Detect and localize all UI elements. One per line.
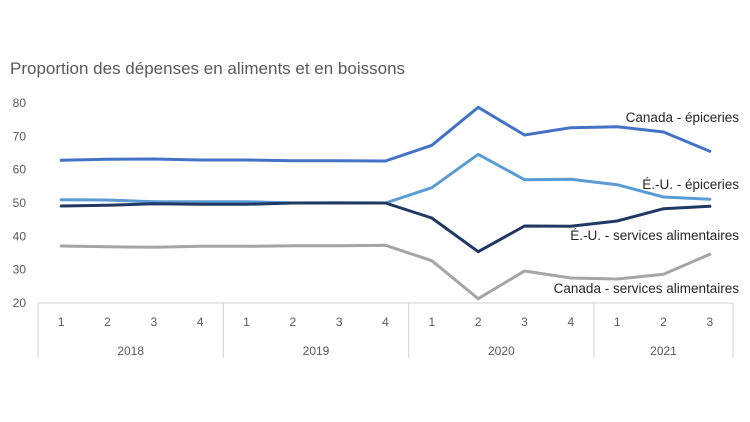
x-tick-year: 2020 [488, 344, 515, 358]
x-tick-year: 2019 [303, 344, 330, 358]
x-tick-quarter: 4 [567, 315, 574, 329]
x-tick-year: 2018 [117, 344, 144, 358]
x-tick-quarter: 3 [706, 315, 713, 329]
y-tick-label: 60 [13, 163, 27, 177]
series-labels: Canada - épiceries É.-U. - épiceries É.-U.… [554, 110, 740, 296]
x-tick-quarter: 1 [58, 315, 65, 329]
series-line [59, 243, 712, 301]
x-tick-quarter: 1 [428, 315, 435, 329]
series-line [59, 201, 712, 254]
x-tick-quarter: 4 [382, 315, 389, 329]
series-label: É.-U. - épiceries [642, 177, 739, 192]
series-line [59, 105, 712, 163]
x-tick-quarter: 2 [289, 315, 296, 329]
y-tick-label: 30 [13, 263, 27, 277]
x-tick-quarter: 1 [243, 315, 250, 329]
x-tick-year: 2021 [650, 344, 677, 358]
y-tick-label: 20 [13, 296, 27, 310]
x-tick-quarter: 2 [104, 315, 111, 329]
y-tick-label: 80 [13, 96, 27, 110]
series-lines [59, 105, 712, 301]
series-label: É.-U. - services alimentaires [570, 228, 739, 243]
x-axis: 1 2 3 4 1 2 3 4 1 2 3 4 1 2 3 2018 2019 2020 2021 [37, 302, 734, 358]
y-tick-label: 50 [13, 196, 27, 210]
x-tick-quarter: 4 [197, 315, 204, 329]
series-label: Canada - services alimentaires [554, 281, 740, 296]
x-tick-quarter: 2 [475, 315, 482, 329]
chart-title: Proportion des dépenses en aliments et e… [10, 59, 405, 78]
x-tick-quarter: 3 [150, 315, 157, 329]
y-tick-label: 70 [13, 129, 27, 143]
x-tick-quarter: 3 [336, 315, 343, 329]
y-axis: 20 30 40 50 60 70 80 [13, 96, 27, 310]
series-label: Canada - épiceries [626, 110, 740, 125]
x-tick-quarter: 1 [614, 315, 621, 329]
x-tick-quarter: 3 [521, 315, 528, 329]
x-tick-quarter: 2 [660, 315, 667, 329]
y-tick-label: 40 [13, 229, 27, 243]
